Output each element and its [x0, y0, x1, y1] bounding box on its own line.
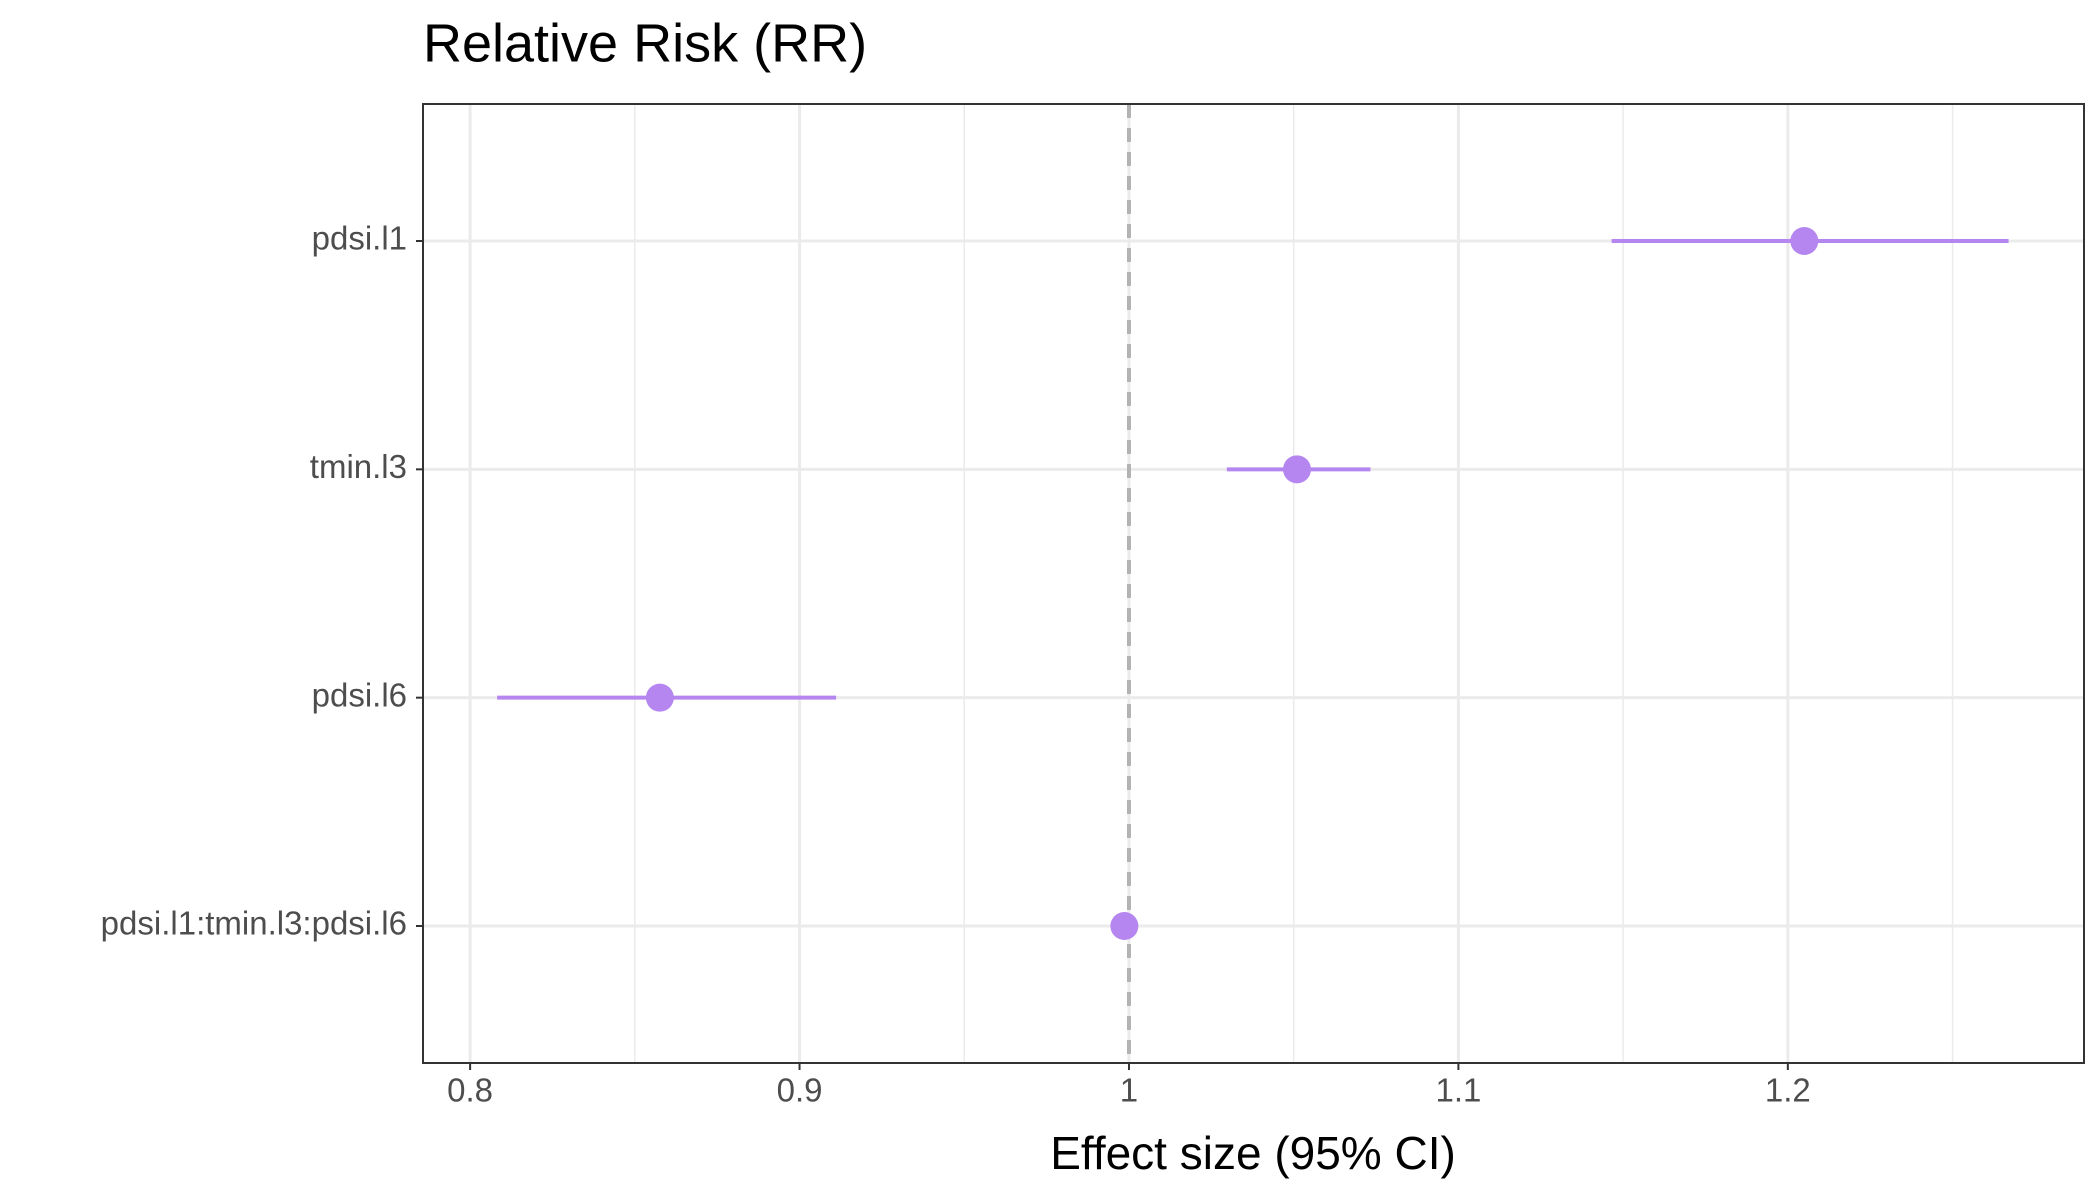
y-tick-label: pdsi.l6	[312, 676, 407, 713]
x-tick-label: 1.2	[1765, 1072, 1811, 1109]
point	[1282, 455, 1311, 484]
x-tick-label: 0.9	[777, 1072, 823, 1109]
x-tick-label: 0.8	[447, 1072, 493, 1109]
y-tick-label: pdsi.l1	[312, 220, 407, 257]
point	[645, 683, 674, 712]
panel-border	[422, 103, 2085, 1064]
x-tick-label: 1	[1120, 1072, 1138, 1109]
chart-title: Relative Risk (RR)	[423, 13, 867, 73]
point	[1110, 912, 1139, 940]
x-axis-label: Effect size (95% CI)	[1050, 1127, 1456, 1179]
y-tick-label: tmin.l3	[310, 448, 407, 485]
point	[1790, 227, 1819, 255]
y-tick-label: pdsi.l1:tmin.l3:pdsi.l6	[101, 905, 407, 942]
x-tick-label: 1.1	[1435, 1072, 1481, 1109]
